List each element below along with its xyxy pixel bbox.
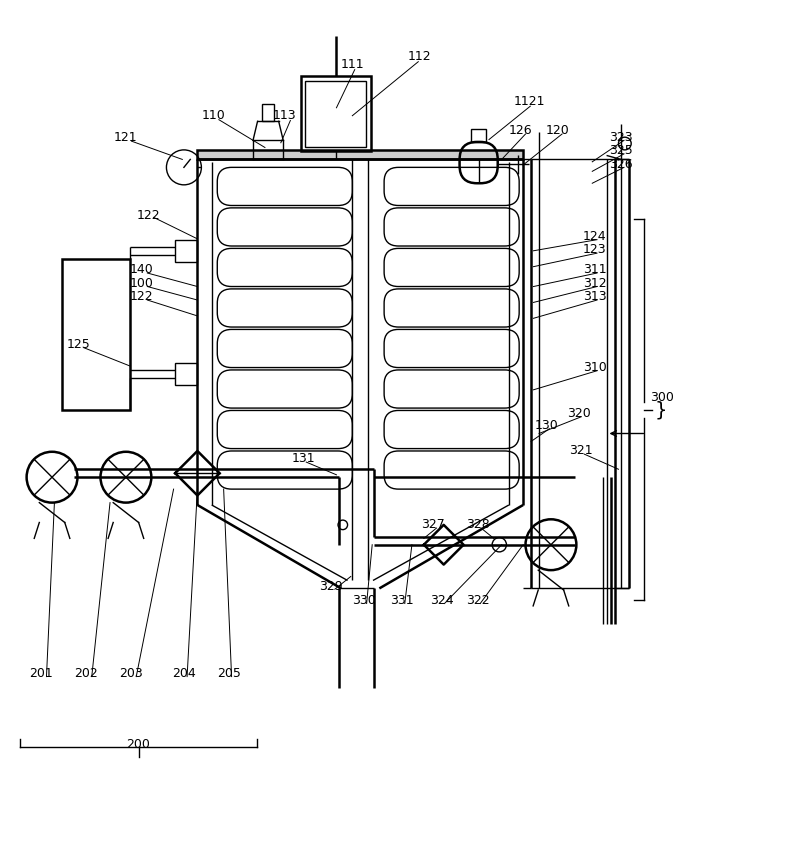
Text: 322: 322 bbox=[466, 594, 490, 607]
Text: 201: 201 bbox=[29, 667, 53, 680]
Bar bbox=[471, 129, 486, 142]
Text: 123: 123 bbox=[583, 244, 606, 257]
Text: 111: 111 bbox=[341, 57, 364, 70]
Text: 131: 131 bbox=[291, 453, 315, 466]
Text: 331: 331 bbox=[390, 594, 414, 607]
Text: 1121: 1121 bbox=[514, 95, 546, 108]
Text: 126: 126 bbox=[509, 123, 533, 136]
Text: 113: 113 bbox=[273, 109, 297, 122]
Text: 310: 310 bbox=[582, 361, 606, 374]
Text: 140: 140 bbox=[130, 264, 154, 277]
Text: 320: 320 bbox=[567, 407, 590, 420]
Bar bbox=[306, 81, 366, 147]
Text: 202: 202 bbox=[74, 667, 98, 680]
Text: 204: 204 bbox=[172, 667, 196, 680]
Text: 329: 329 bbox=[319, 579, 342, 592]
Text: 122: 122 bbox=[130, 290, 154, 303]
Text: 328: 328 bbox=[466, 518, 490, 531]
Bar bbox=[175, 239, 198, 262]
Text: 124: 124 bbox=[583, 230, 606, 243]
Text: 330: 330 bbox=[352, 594, 376, 607]
Bar bbox=[301, 76, 370, 152]
Text: 205: 205 bbox=[218, 667, 241, 680]
Text: 121: 121 bbox=[114, 132, 138, 145]
Text: 125: 125 bbox=[66, 338, 90, 351]
Bar bbox=[175, 362, 198, 385]
Text: 122: 122 bbox=[136, 209, 160, 222]
Text: 313: 313 bbox=[583, 290, 606, 303]
Text: 120: 120 bbox=[546, 123, 569, 136]
Text: 200: 200 bbox=[126, 739, 150, 752]
Text: 325: 325 bbox=[609, 144, 633, 157]
Text: 324: 324 bbox=[430, 594, 454, 607]
Text: 323: 323 bbox=[609, 131, 633, 144]
Text: 110: 110 bbox=[202, 109, 225, 122]
Bar bbox=[262, 104, 274, 121]
Bar bbox=[198, 150, 523, 160]
Text: }: } bbox=[654, 401, 666, 419]
Bar bbox=[62, 258, 130, 410]
Text: 327: 327 bbox=[422, 518, 446, 531]
Text: 312: 312 bbox=[583, 277, 606, 290]
Text: 300: 300 bbox=[650, 391, 674, 404]
Text: 326: 326 bbox=[609, 158, 633, 171]
Text: 100: 100 bbox=[130, 277, 154, 290]
Text: 311: 311 bbox=[583, 264, 606, 277]
Text: 112: 112 bbox=[408, 49, 432, 62]
Text: 130: 130 bbox=[535, 419, 559, 432]
Text: 321: 321 bbox=[570, 445, 593, 458]
Text: 203: 203 bbox=[120, 667, 143, 680]
